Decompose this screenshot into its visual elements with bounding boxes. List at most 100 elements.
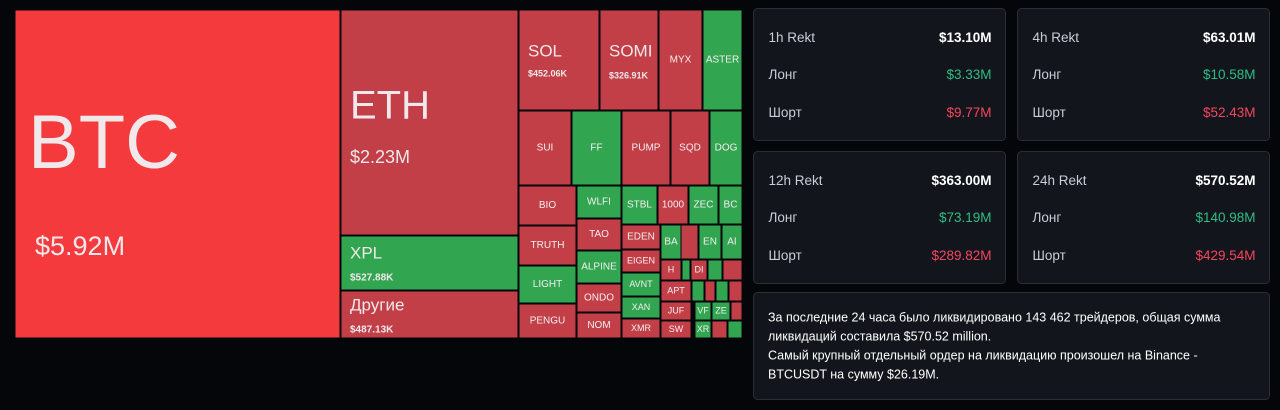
tile-text: ONDO	[584, 293, 614, 304]
tile-text: LIGHT	[533, 279, 562, 290]
tile-text: FF	[590, 143, 602, 154]
tile-rect	[709, 110, 743, 186]
tile-rect	[518, 110, 572, 186]
card-value: $73.19M	[939, 210, 992, 225]
tile: MYX	[658, 9, 703, 111]
tile-rect	[711, 320, 728, 339]
card-value: $429.54M	[1195, 248, 1255, 263]
tile-text: BA	[664, 237, 678, 248]
card-value: $140.98M	[1195, 210, 1255, 225]
tile: ZEC	[688, 185, 719, 225]
tile-label: WLFI	[587, 197, 611, 208]
tile: BTC $5.92M	[14, 9, 341, 339]
tile-rect	[621, 110, 671, 186]
tile: EIGEN	[621, 249, 661, 273]
tile-label: SOL	[528, 41, 562, 60]
tile: PUMP	[621, 110, 671, 186]
summary: За последние 24 часа было ликвидировано …	[768, 310, 1221, 381]
tile-text: TRUTH	[531, 240, 565, 251]
tile-rect	[660, 301, 692, 321]
tile-text: SUI	[537, 143, 554, 154]
tile-text: ASTER	[706, 55, 739, 66]
card	[1017, 151, 1270, 284]
tile: WLFI	[576, 185, 622, 219]
tile: XPL $527.88K	[340, 235, 519, 291]
tile-text: 1000	[662, 200, 685, 211]
card	[753, 8, 1006, 141]
card-value: $13.10M	[939, 30, 992, 45]
tile-rect	[658, 9, 703, 111]
tile-rect	[340, 235, 519, 291]
card-value: $52.43M	[1203, 105, 1256, 120]
tile: TAO	[576, 218, 622, 251]
card-label: Лонг	[769, 67, 798, 82]
tile-rect	[715, 280, 729, 302]
tile-text: ETH $2.23M	[350, 84, 430, 167]
card-label: Лонг	[769, 210, 798, 225]
tile-rect	[621, 185, 658, 225]
tile-label: JUF	[668, 305, 685, 315]
tile-rect	[698, 224, 722, 260]
tile-label: NOM	[587, 320, 610, 331]
tile-text: NOM	[587, 320, 610, 331]
summary-card	[753, 292, 1270, 400]
tile: FF	[571, 110, 622, 186]
tile-rect	[660, 259, 682, 281]
tile-rect	[711, 301, 731, 321]
tile: DI	[690, 259, 708, 281]
tile: NOM	[576, 312, 622, 339]
tile: STBL	[621, 185, 658, 225]
tile-label: DI	[695, 264, 704, 274]
card-label: Шорт	[769, 248, 802, 263]
tile: ETH $2.23M	[340, 9, 519, 236]
tile: BIO	[518, 185, 577, 226]
card-label: Шорт	[1033, 248, 1066, 263]
tile: H	[660, 259, 682, 281]
tile-rect	[680, 224, 699, 260]
tile: APT	[660, 280, 692, 302]
tile-rect	[660, 320, 692, 339]
tile-label: EDEN	[627, 232, 655, 243]
tile: SQD	[670, 110, 710, 186]
card-label: Лонг	[1033, 67, 1062, 82]
tile-label: Другие	[350, 295, 404, 314]
tile-text: SQD	[679, 143, 701, 154]
tile-rect	[518, 265, 577, 304]
tile-text: EIGEN	[627, 255, 655, 265]
card-label: 12h Rekt	[769, 173, 823, 188]
tile: XAN	[621, 296, 661, 319]
card	[753, 151, 1006, 284]
tile-text: ZE	[715, 305, 727, 315]
tile-label: PENGU	[530, 316, 566, 327]
tile-rect	[14, 9, 341, 339]
tile-rect	[704, 280, 716, 302]
tile: SOL $452.06K	[518, 9, 600, 111]
tile-label: 1000	[662, 200, 685, 211]
tile-rect	[340, 9, 519, 236]
tile: BC	[718, 185, 743, 225]
tile-value: $326.91K	[609, 70, 649, 80]
summary-line: Самый крупный отдельный ордер на ликвида…	[768, 348, 1198, 362]
tile-label: TAO	[589, 229, 609, 240]
tile-rect	[518, 225, 577, 266]
treemap: BTC $5.92M ETH $2.23M XPL $527.88K Другие $487.…	[14, 9, 743, 339]
tile-rect	[681, 259, 691, 281]
tile-text: ZEC	[694, 200, 714, 211]
tile-label: VF	[697, 305, 709, 315]
tile: ONDO	[576, 283, 622, 313]
tile: SOMI $326.91K	[599, 9, 659, 111]
card-label: Шорт	[769, 105, 802, 120]
tile-rect	[728, 280, 743, 302]
tile: SUI	[518, 110, 572, 186]
summary-line: За последние 24 часа было ликвидировано …	[768, 310, 1221, 324]
card-label: 4h Rekt	[1033, 30, 1080, 45]
tile-rect	[694, 320, 712, 339]
tile-rect	[721, 224, 743, 260]
tile-label: FF	[590, 143, 602, 154]
tile-rect	[657, 185, 689, 225]
tile-label: APT	[667, 285, 685, 295]
tile: EDEN	[621, 224, 661, 250]
tile-label: ZEC	[694, 200, 714, 211]
tile-text: ALPINE	[581, 262, 617, 273]
